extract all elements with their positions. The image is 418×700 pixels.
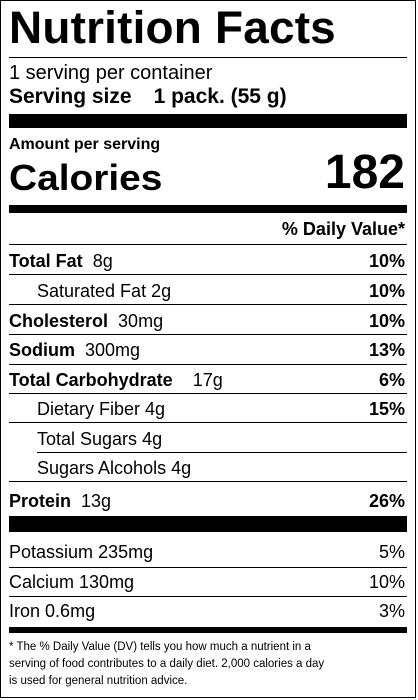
nutrient-dv: 10% [368, 251, 405, 271]
nutrient-name: Protein [9, 491, 72, 511]
nutrient-row-total-sugars: Total Sugars 4g [37, 428, 162, 450]
nutrient-dv: 10% [368, 311, 405, 331]
amount-per-serving: Amount per serving [9, 136, 161, 153]
nutrient-name: Sugars Alcohols [37, 458, 167, 478]
serving-size-label: Serving size [9, 85, 132, 108]
row-rule [9, 567, 407, 568]
mineral-amount: 235mg [98, 542, 154, 562]
daily-value-header: % Daily Value* [281, 219, 405, 239]
nutrient-amount: 2g [151, 281, 172, 301]
row-rule [9, 481, 407, 482]
mineral-row-iron: Iron 0.6mg [9, 600, 95, 622]
label-title: Nutrition Facts [9, 2, 336, 53]
nutrient-amount: 4g [171, 458, 192, 478]
row-rule [9, 334, 407, 335]
nutrient-dv: 15% [368, 399, 405, 419]
nutrient-row-cholesterol: Cholesterol 30mg [9, 310, 163, 332]
nutrient-row-sugar-alcohols: Sugars Alcohols 4g [37, 457, 191, 479]
calories-value: 182 [324, 146, 405, 199]
mineral-row-calcium: Calcium 130mg [9, 571, 134, 593]
calories-rule [9, 205, 407, 213]
nutrient-row-total-carbohydrate: Total Carbohydrate 17g [9, 369, 223, 391]
nutrient-name: Dietary Fiber [37, 399, 141, 419]
row-rule [37, 452, 407, 453]
thick-rule-bottom [9, 516, 407, 532]
mineral-dv: 3% [378, 601, 405, 621]
mineral-amount: 130mg [79, 572, 135, 592]
mineral-amount: 0.6mg [45, 601, 96, 621]
nutrient-name: Total Carbohydrate [9, 370, 173, 390]
nutrient-name: Saturated Fat [37, 281, 147, 301]
row-rule [9, 304, 407, 305]
footnote-rule [9, 627, 407, 633]
row-rule [9, 364, 407, 365]
mineral-name: Calcium [9, 572, 75, 592]
footnote-line: serving of food contributes to a daily d… [9, 658, 325, 670]
row-rule [9, 422, 407, 423]
nutrient-name: Total Fat [9, 251, 83, 271]
nutrient-row-sodium: Sodium 300mg [9, 339, 140, 361]
nutrient-name: Cholesterol [9, 311, 109, 331]
title-rule [9, 57, 407, 58]
nutrient-row-total-fat: Total Fat 8g [9, 250, 113, 272]
nutrient-dv: 6% [378, 370, 405, 390]
servings-per-container: 1 serving per container [9, 62, 213, 84]
nutrient-row-protein: Protein 13g [9, 490, 111, 512]
nutrient-row-saturated-fat: Saturated Fat 2g [37, 280, 171, 302]
mineral-row-potassium: Potassium 235mg [9, 541, 153, 563]
nutrient-amount: 300mg [85, 340, 141, 360]
thick-rule-top [9, 114, 407, 128]
serving-size-value: 1 pack. (55 g) [153, 85, 287, 108]
nutrient-amount: 17g [192, 370, 223, 390]
footnote-line: is used for general nutrition advice. [9, 675, 188, 687]
row-rule [9, 274, 407, 275]
dv-header-rule [9, 244, 407, 245]
nutrient-row-dietary-fiber: Dietary Fiber 4g [37, 398, 165, 420]
nutrient-name: Total Sugars [37, 429, 138, 449]
footnote: * The % Daily Value (DV) tells you how m… [9, 639, 324, 690]
mineral-name: Potassium [9, 542, 94, 562]
nutrient-dv: 13% [368, 340, 405, 360]
nutrient-amount: 4g [142, 429, 163, 449]
nutrient-amount: 13g [81, 491, 112, 511]
serving-size-row: Serving size 1 pack. (55 g) [9, 85, 287, 109]
nutrient-name: Sodium [9, 340, 75, 360]
nutrient-amount: 4g [145, 399, 166, 419]
nutrient-dv: 26% [368, 491, 405, 511]
nutrient-dv: 10% [368, 281, 405, 301]
row-rule [9, 393, 407, 394]
mineral-name: Iron [9, 601, 41, 621]
footnote-line: * The % Daily Value (DV) tells you how m… [9, 641, 311, 653]
mineral-dv: 10% [368, 572, 405, 592]
nutrient-amount: 8g [92, 251, 113, 271]
nutrient-amount: 30mg [118, 311, 164, 331]
mineral-dv: 5% [378, 542, 405, 562]
calories-label: Calories [9, 157, 163, 198]
row-rule [9, 596, 407, 597]
